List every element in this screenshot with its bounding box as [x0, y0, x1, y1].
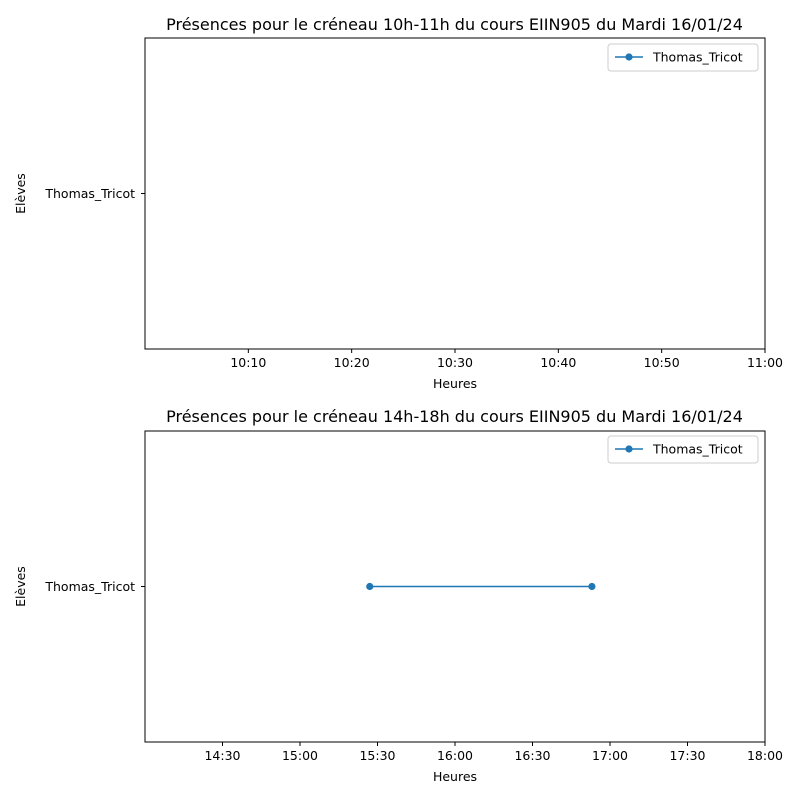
x-tick-label: 16:30 [514, 748, 550, 763]
x-tick-label: 10:10 [230, 355, 266, 370]
y-tick-label: Thomas_Tricot [44, 579, 135, 594]
x-tick-label: 10:30 [437, 355, 473, 370]
chart-1-legend-label: Thomas_Tricot [652, 50, 743, 65]
chart-1-y-ticks: Thomas_Tricot [44, 186, 145, 201]
chart-2-y-ticks: Thomas_Tricot [44, 579, 145, 594]
chart-1-legend-box [607, 43, 759, 72]
chart-2: Présences pour le créneau 14h-18h du cou… [13, 407, 783, 784]
chart-1-y-axis-label: Elèves [13, 173, 28, 214]
x-tick-label: 16:00 [437, 748, 473, 763]
x-tick-label: 17:00 [592, 748, 628, 763]
chart-2-legend-box [607, 435, 759, 464]
x-tick-label: 15:00 [282, 748, 318, 763]
chart-2-x-ticks: 14:30 15:00 15:30 16:00 16:30 17:00 17:30 18:00 [204, 742, 783, 763]
x-tick-label: 10:40 [540, 355, 576, 370]
chart-2-x-axis-label: Heures [433, 769, 477, 784]
chart-1-title: Présences pour le créneau 10h-11h du cou… [166, 15, 743, 34]
chart-1: Présences pour le créneau 10h-11h du cou… [13, 15, 783, 391]
x-tick-label: 10:50 [644, 355, 680, 370]
chart-2-legend: Thomas_Tricot [607, 435, 759, 464]
x-tick-label: 14:30 [204, 748, 240, 763]
chart-1-x-axis-label: Heures [433, 376, 477, 391]
data-point [588, 582, 596, 591]
chart-1-x-ticks: 10:10 10:20 10:30 10:40 10:50 11:00 [230, 349, 783, 370]
x-tick-label: 17:30 [669, 748, 705, 763]
chart-2-y-axis-label: Elèves [13, 566, 28, 607]
chart-2-legend-marker [625, 445, 633, 453]
chart-2-title: Présences pour le créneau 14h-18h du cou… [166, 407, 743, 426]
data-point [366, 582, 374, 591]
chart-1-legend: Thomas_Tricot [607, 43, 759, 72]
x-tick-label: 15:30 [359, 748, 395, 763]
chart-1-plot-area [144, 37, 766, 350]
chart-2-legend-label: Thomas_Tricot [652, 442, 743, 457]
chart-2-series [366, 582, 596, 591]
y-tick-label: Thomas_Tricot [44, 186, 135, 201]
chart-1-legend-marker [625, 53, 633, 61]
x-tick-label: 10:20 [334, 355, 370, 370]
x-tick-label: 11:00 [747, 355, 783, 370]
x-tick-label: 18:00 [747, 748, 783, 763]
